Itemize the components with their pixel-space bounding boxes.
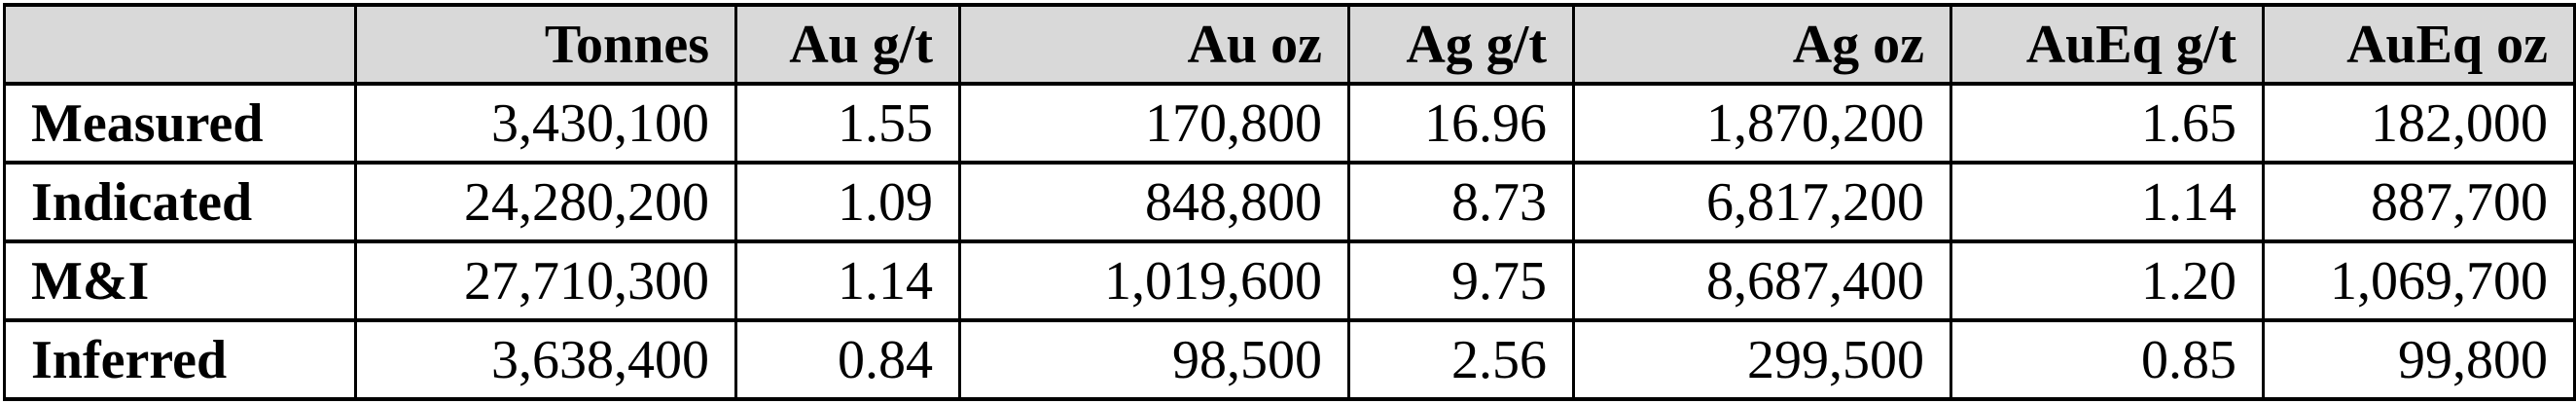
- column-header-ag-gt: Ag g/t: [1347, 3, 1575, 86]
- cell-indicated-au-oz: 848,800: [958, 161, 1350, 243]
- row-label-measured: Measured: [3, 82, 357, 165]
- cell-mi-aueq-gt: 1.20: [1950, 239, 2265, 322]
- cell-measured-ag-oz: 1,870,200: [1572, 82, 1952, 165]
- column-header-au-oz: Au oz: [958, 3, 1350, 86]
- cell-measured-au-gt: 1.55: [734, 82, 961, 165]
- cell-indicated-aueq-oz: 887,700: [2262, 161, 2576, 243]
- column-header-au-gt: Au g/t: [734, 3, 961, 86]
- table-row-measured: Measured 3,430,100 1.55 170,800 16.96 1,…: [3, 82, 2576, 165]
- cell-indicated-au-gt: 1.09: [734, 161, 961, 243]
- table-row-indicated: Indicated 24,280,200 1.09 848,800 8.73 6…: [3, 161, 2576, 243]
- column-header-tonnes: Tonnes: [354, 3, 737, 86]
- cell-inferred-aueq-gt: 0.85: [1950, 318, 2265, 401]
- cell-measured-ag-gt: 16.96: [1347, 82, 1575, 165]
- cell-mi-tonnes: 27,710,300: [354, 239, 737, 322]
- cell-mi-au-oz: 1,019,600: [958, 239, 1350, 322]
- cell-mi-ag-gt: 9.75: [1347, 239, 1575, 322]
- cell-measured-au-oz: 170,800: [958, 82, 1350, 165]
- row-label-mi: M&I: [3, 239, 357, 322]
- column-header-aueq-gt: AuEq g/t: [1950, 3, 2265, 86]
- cell-measured-aueq-oz: 182,000: [2262, 82, 2576, 165]
- row-label-inferred: Inferred: [3, 318, 357, 401]
- cell-measured-aueq-gt: 1.65: [1950, 82, 2265, 165]
- cell-inferred-aueq-oz: 99,800: [2262, 318, 2576, 401]
- cell-indicated-ag-oz: 6,817,200: [1572, 161, 1952, 243]
- row-label-indicated: Indicated: [3, 161, 357, 243]
- cell-indicated-aueq-gt: 1.14: [1950, 161, 2265, 243]
- cell-mi-aueq-oz: 1,069,700: [2262, 239, 2576, 322]
- header-row: Tonnes Au g/t Au oz Ag g/t Ag oz AuEq g/…: [3, 3, 2576, 86]
- column-header-ag-oz: Ag oz: [1572, 3, 1952, 86]
- column-header-aueq-oz: AuEq oz: [2262, 3, 2576, 86]
- cell-measured-tonnes: 3,430,100: [354, 82, 737, 165]
- cell-indicated-ag-gt: 8.73: [1347, 161, 1575, 243]
- cell-inferred-ag-gt: 2.56: [1347, 318, 1575, 401]
- cell-mi-au-gt: 1.14: [734, 239, 961, 322]
- table-row-mi: M&I 27,710,300 1.14 1,019,600 9.75 8,687…: [3, 239, 2576, 322]
- mineral-resource-table: Tonnes Au g/t Au oz Ag g/t Ag oz AuEq g/…: [3, 3, 2576, 401]
- table-row-inferred: Inferred 3,638,400 0.84 98,500 2.56 299,…: [3, 318, 2576, 401]
- cell-inferred-au-gt: 0.84: [734, 318, 961, 401]
- cell-inferred-au-oz: 98,500: [958, 318, 1350, 401]
- column-header-blank: [3, 3, 357, 86]
- cell-indicated-tonnes: 24,280,200: [354, 161, 737, 243]
- cell-mi-ag-oz: 8,687,400: [1572, 239, 1952, 322]
- cell-inferred-ag-oz: 299,500: [1572, 318, 1952, 401]
- cell-inferred-tonnes: 3,638,400: [354, 318, 737, 401]
